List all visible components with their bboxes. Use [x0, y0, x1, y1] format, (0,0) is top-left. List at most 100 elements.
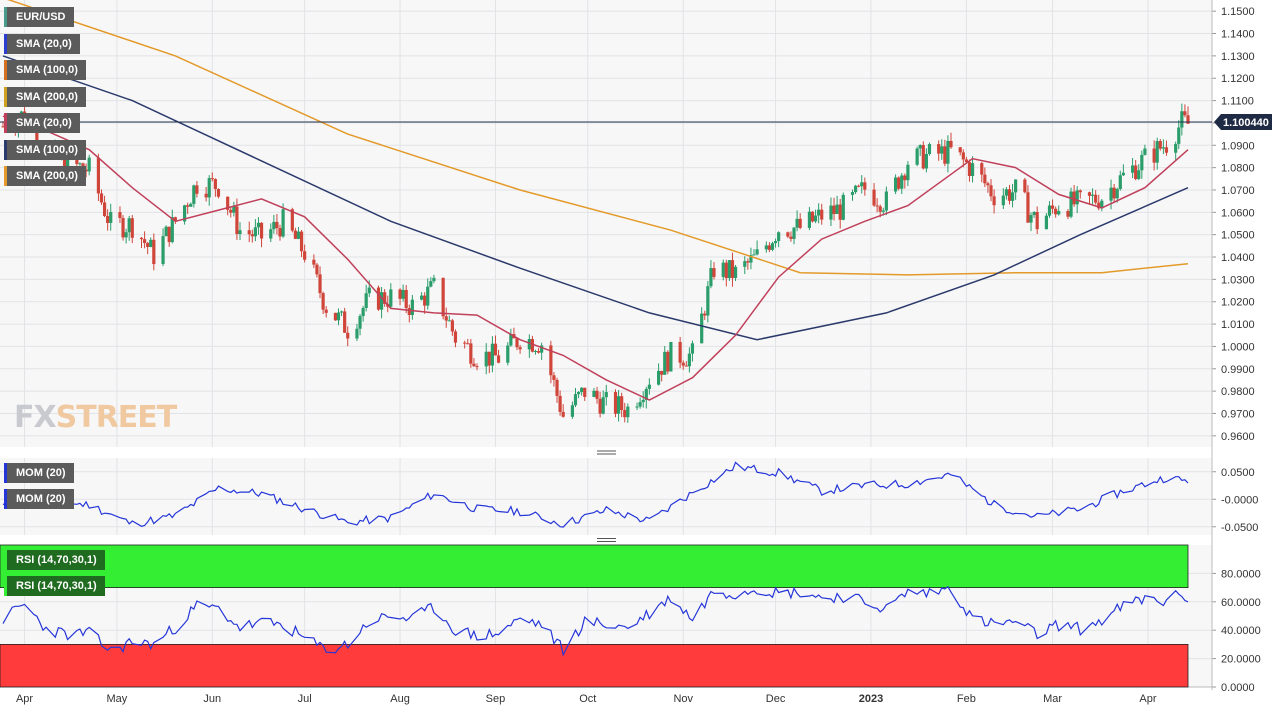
- legend-swatch: [4, 113, 7, 133]
- candle-up: [1057, 211, 1061, 215]
- candle-up: [87, 157, 91, 172]
- legend-tag[interactable]: SMA (100,0): [4, 139, 86, 160]
- candle-down: [321, 293, 325, 310]
- candle-up: [644, 388, 648, 400]
- candle-up: [817, 209, 821, 216]
- legend-tag[interactable]: SMA (100,0): [4, 60, 86, 80]
- candle-up: [635, 406, 639, 408]
- candle-up: [426, 286, 430, 306]
- candle-down: [1023, 179, 1027, 193]
- candle-up: [1155, 141, 1159, 163]
- candle-up: [743, 261, 747, 267]
- price-axis-label: 0.9800: [1221, 386, 1255, 398]
- candle-down: [259, 222, 264, 239]
- rsi-axis-label: 40.0000: [1221, 625, 1261, 637]
- candle-down: [838, 204, 842, 220]
- candle-down: [210, 178, 214, 180]
- candle-up: [700, 313, 704, 344]
- candle-up: [1090, 194, 1095, 196]
- candle-up: [192, 185, 196, 204]
- x-tick-label: Apr: [16, 693, 33, 705]
- candle-up: [429, 281, 433, 287]
- candle-down: [1, 126, 5, 128]
- candle-up: [918, 145, 922, 149]
- candle-down: [229, 209, 233, 213]
- rsi-legend-tag[interactable]: RSI (14,70,30,1): [4, 576, 105, 596]
- candle-down: [878, 206, 882, 212]
- candle-down: [623, 410, 627, 418]
- candle-up: [1130, 165, 1135, 173]
- candle-up: [253, 227, 257, 237]
- candle-up: [1047, 205, 1052, 216]
- candle-down: [1158, 141, 1162, 149]
- price-axis-label: 1.0000: [1221, 341, 1255, 353]
- x-tick-label: Jun: [203, 693, 221, 705]
- price-axis-label: 1.1200: [1221, 73, 1255, 85]
- price-axis-label: 1.0800: [1221, 163, 1255, 175]
- candle-down: [186, 205, 190, 207]
- candle-up: [638, 402, 642, 407]
- candle-down: [475, 366, 479, 368]
- candle-up: [835, 204, 839, 214]
- price-axis-label: 1.1100: [1221, 96, 1254, 108]
- candle-up: [432, 277, 436, 282]
- candle-down: [1007, 189, 1012, 201]
- candle-down: [195, 185, 199, 194]
- candle-up: [355, 328, 359, 339]
- candle-up: [358, 316, 362, 329]
- candle-up: [272, 221, 276, 230]
- candle-down: [130, 218, 134, 238]
- legend-swatch: [4, 576, 7, 596]
- mom-legend-tag[interactable]: MOM (20): [4, 489, 74, 509]
- candle-up: [339, 311, 344, 313]
- candle-down: [558, 395, 562, 412]
- price-axis-label: 0.9600: [1221, 431, 1255, 443]
- candle-down: [469, 343, 473, 364]
- candle-down: [1054, 208, 1058, 215]
- candle-down: [139, 237, 144, 240]
- candle-up: [777, 232, 781, 242]
- candle-down: [983, 174, 987, 184]
- candle-up: [1029, 215, 1033, 223]
- candle-up: [940, 146, 944, 154]
- candle-up: [656, 370, 661, 385]
- legend-label: MOM (20): [16, 493, 66, 505]
- candle-up: [127, 218, 131, 233]
- candle-up: [573, 394, 578, 406]
- legend-swatch: [4, 489, 7, 509]
- candle-down: [496, 355, 501, 363]
- candle-down: [250, 234, 254, 237]
- legend-tag[interactable]: SMA (200,0): [4, 166, 86, 186]
- rsi-legend-tag[interactable]: RSI (14,70,30,1): [4, 550, 105, 570]
- candle-down: [102, 202, 107, 217]
- x-tick-label: Sep: [486, 693, 506, 705]
- candle-down: [681, 362, 685, 366]
- mom-legend-tag[interactable]: MOM (20): [4, 463, 74, 483]
- main-panel-bg: [0, 0, 1212, 447]
- legend-tag[interactable]: SMA (20,0): [4, 113, 80, 133]
- candle-up: [576, 392, 581, 395]
- candle-down: [290, 209, 294, 231]
- candle-up: [770, 243, 775, 250]
- legend-label: SMA (100,0): [16, 143, 78, 156]
- candle-up: [1075, 190, 1079, 205]
- candle-down: [1072, 191, 1076, 205]
- legend-swatch: [4, 550, 7, 570]
- candle-up: [170, 217, 174, 243]
- legend-tag[interactable]: SMA (20,0): [4, 33, 80, 54]
- candle-down: [99, 193, 104, 203]
- candle-up: [647, 384, 651, 389]
- candle-up: [580, 387, 584, 393]
- candle-up: [792, 227, 796, 239]
- legend-tag[interactable]: SMA (200,0): [4, 86, 86, 107]
- candle-up: [189, 203, 193, 207]
- candle-up: [727, 260, 731, 279]
- legend-tag[interactable]: EUR/USD: [4, 7, 74, 27]
- candle-down: [463, 342, 467, 344]
- rsi-axis-label: 0.0000: [1221, 682, 1255, 694]
- candle-up: [795, 218, 799, 228]
- candle-down: [1097, 202, 1101, 209]
- fxstreet-watermark: FXSTREET: [14, 400, 178, 435]
- candle-down: [1050, 205, 1055, 209]
